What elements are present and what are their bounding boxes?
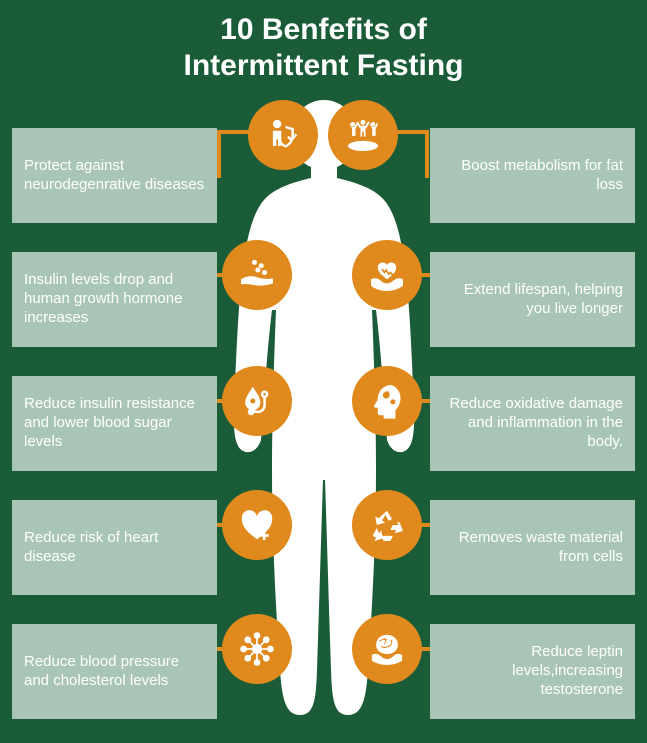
benefit-box-right-1: Boost metabolism for fat loss xyxy=(430,128,635,223)
benefit-box-left-5: Reduce blood pressure and cholesterol le… xyxy=(12,624,217,719)
benefit-text: Reduce blood pressure and cholesterol le… xyxy=(24,653,205,691)
blood-drop-steth-icon xyxy=(222,366,292,436)
benefit-text: Extend lifespan, helping you live longer xyxy=(442,281,623,319)
benefit-box-left-1: Protect against neurodegenrative disease… xyxy=(12,128,217,223)
connector xyxy=(425,130,429,178)
hand-pills-icon xyxy=(222,240,292,310)
benefit-box-right-4: Removes waste material from cells xyxy=(430,500,635,595)
recycle-icon xyxy=(352,490,422,560)
benefit-box-right-3: Reduce oxidative damage and inflammation… xyxy=(430,376,635,471)
benefit-text: Reduce insulin resistance and lower bloo… xyxy=(24,395,205,451)
benefit-box-left-2: Insulin levels drop and human growth hor… xyxy=(12,252,217,347)
brain-hands-icon xyxy=(352,614,422,684)
benefit-text: Reduce oxidative damage and inflammation… xyxy=(442,395,623,451)
title-line-2: Intermittent Fasting xyxy=(0,48,647,84)
fitness-people-icon xyxy=(328,100,398,170)
benefit-text: Boost metabolism for fat loss xyxy=(442,157,623,195)
hands-heart-icon xyxy=(352,240,422,310)
benefit-text: Reduce risk of heart disease xyxy=(24,529,205,567)
title-line-1: 10 Benfefits of xyxy=(0,12,647,48)
benefit-box-left-4: Reduce risk of heart disease xyxy=(12,500,217,595)
benefit-text: Insulin levels drop and human growth hor… xyxy=(24,271,205,327)
benefit-box-left-3: Reduce insulin resistance and lower bloo… xyxy=(12,376,217,471)
heart-plus-icon xyxy=(222,490,292,560)
benefit-text: Reduce leptin levels,increasing testoste… xyxy=(442,643,623,699)
benefit-text: Removes waste material from cells xyxy=(442,529,623,567)
head-gears-icon xyxy=(352,366,422,436)
page-title: 10 Benfefits of Intermittent Fasting xyxy=(0,0,647,84)
benefit-text: Protect against neurodegenrative disease… xyxy=(24,157,205,195)
molecule-icon xyxy=(222,614,292,684)
connector xyxy=(217,130,221,178)
shield-person-icon xyxy=(248,100,318,170)
benefit-box-right-2: Extend lifespan, helping you live longer xyxy=(430,252,635,347)
benefit-box-right-5: Reduce leptin levels,increasing testoste… xyxy=(430,624,635,719)
